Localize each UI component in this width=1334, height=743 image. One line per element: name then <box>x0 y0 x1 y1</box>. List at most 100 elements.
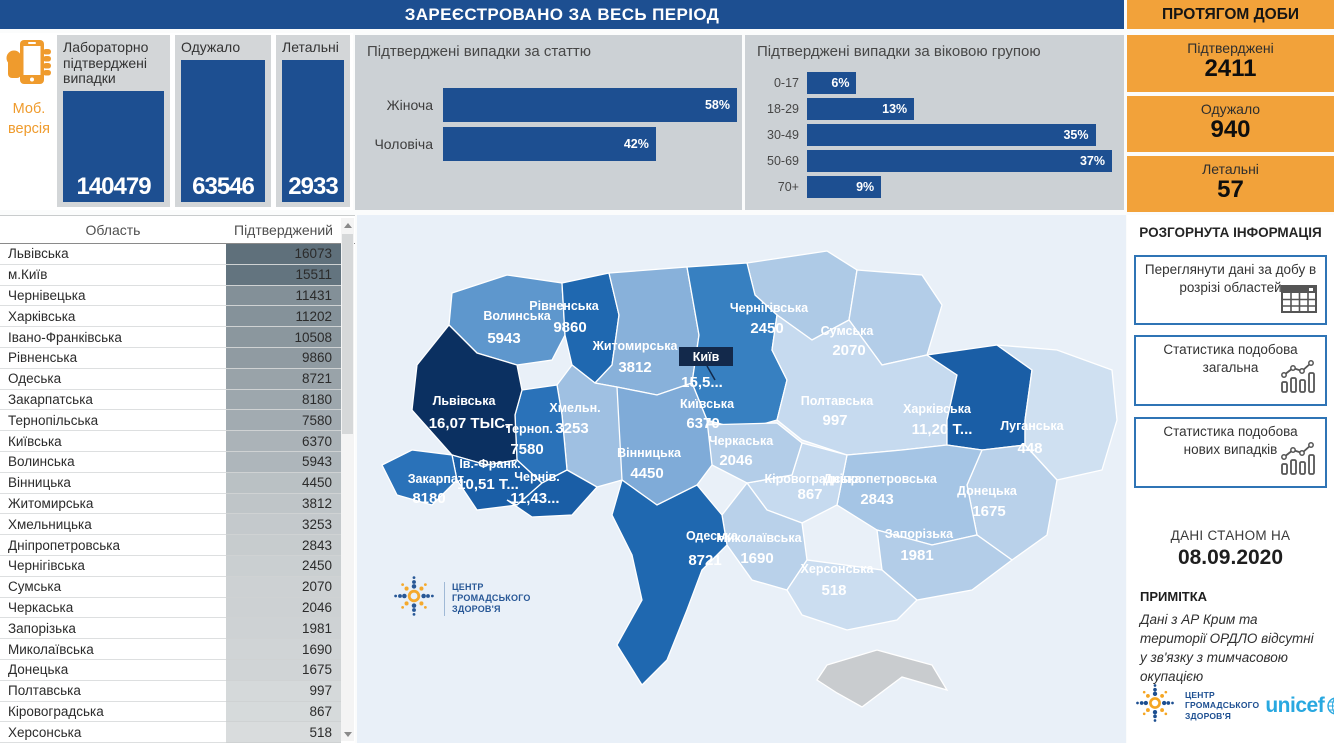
map-value-luhansk: 448 <box>1017 440 1042 457</box>
map-label-vinnytsia: Вінницька <box>617 446 682 460</box>
note-title: ПРИМІТКА <box>1140 589 1208 604</box>
daily-card-deaths: Летальні 57 <box>1127 156 1334 212</box>
table-row-Івано-Франківська[interactable]: Івано-Франківська 10508 <box>0 327 355 348</box>
map-label-rivne: Рівненська <box>529 299 599 313</box>
map-value-kharkiv: 11,20 Т... <box>912 421 973 438</box>
region-name-cell: м.Київ <box>0 265 226 286</box>
confirmed-value-cell: 11202 <box>226 306 341 328</box>
table-row-Чернівецька[interactable]: Чернівецька 11431 <box>0 285 355 307</box>
table-row-Запорізька[interactable]: Запорізька 1981 <box>0 618 355 640</box>
age-bar-50-69[interactable]: 37% <box>807 150 1112 172</box>
table-row-Донецька[interactable]: Донецька 1675 <box>0 659 355 681</box>
map-region-chernivtsi[interactable] <box>506 469 599 518</box>
map-label-kyiv-city: Київ <box>693 350 720 364</box>
table-row-Дніпропетровська[interactable]: Дніпропетровська 2843 <box>0 535 355 556</box>
note-block: ПРИМІТКА Дані з АР Крим та території ОРД… <box>1140 589 1322 687</box>
table-icon <box>1281 285 1317 318</box>
as-of-date: 08.09.2020 <box>1177 546 1284 569</box>
region-name-cell: Житомирська <box>0 494 226 515</box>
map-value-odesa: 8721 <box>688 552 721 569</box>
map-label-ivano_frankivsk: Ів.-Франк. <box>459 457 520 471</box>
column-header-region[interactable]: Область <box>85 221 141 238</box>
table-row-Волинська[interactable]: Волинська 5943 <box>0 451 355 473</box>
scrollbar-thumb[interactable] <box>342 234 353 434</box>
confirmed-value-cell: 5943 <box>226 451 341 473</box>
gender-bar-Чоловіча[interactable]: 42% <box>443 127 656 161</box>
table-row-Київська[interactable]: Київська 6370 <box>0 431 355 452</box>
logo-divider <box>444 581 445 616</box>
table-row-м.Київ[interactable]: м.Київ 15511 <box>0 264 355 286</box>
map-region-kherson[interactable] <box>786 559 918 631</box>
region-table-body: Львівська 16073 м.Київ 15511 Чернівецька 1143… <box>0 244 355 743</box>
confirmed-value-cell: 2843 <box>226 535 341 556</box>
map-label-zhytomyr: Житомирська <box>592 339 679 353</box>
table-row-Рівненська[interactable]: Рівненська 9860 <box>0 347 355 369</box>
table-row-Одеська[interactable]: Одеська 8721 <box>0 368 355 390</box>
confirmed-value-cell: 11431 <box>226 285 341 307</box>
age-bar-30-49[interactable]: 35% <box>807 124 1096 146</box>
region-table-panel: Область Підтверджений Львівська 16073 м.Ки… <box>0 215 355 743</box>
mobile-version-label: Моб. версія <box>8 101 50 137</box>
gender-row: Жіноча 58% <box>367 88 742 122</box>
totals-panel: Моб. версія Лабораторно підтверджені випа… <box>0 33 353 210</box>
region-name-cell: Дніпропетровська <box>0 535 226 556</box>
map-value-chernivtsi: 11,43... <box>510 490 559 507</box>
region-name-cell: Вінницька <box>0 473 226 494</box>
age-category-label: 0-17 <box>773 76 799 90</box>
scroll-down-arrow[interactable] <box>341 727 354 741</box>
map-label-kirovohrad: Кіровоградська <box>765 472 863 486</box>
daily-deaths-label: Летальні <box>1202 161 1259 177</box>
age-bar-18-29[interactable]: 13% <box>807 98 915 120</box>
phc-logo-text: ЦЕНТР ГРОМАДСЬКОГО ЗДОРОВ'Я <box>452 581 531 615</box>
table-row-Черкаська[interactable]: Черкаська 2046 <box>0 597 355 619</box>
scroll-up-arrow[interactable] <box>341 218 354 232</box>
table-row-Харківська[interactable]: Харківська 11202 <box>0 306 355 328</box>
table-row-Полтавська[interactable]: Полтавська 997 <box>0 680 355 702</box>
age-bar-0-17[interactable]: 6% <box>807 72 857 94</box>
region-name-cell: Чернівецька <box>0 286 226 307</box>
table-row-Миколаївська[interactable]: Миколаївська 1690 <box>0 639 355 660</box>
map-value-kherson: 518 <box>821 582 846 599</box>
map-label-kharkiv: Харківська <box>903 402 972 416</box>
table-scrollbar[interactable] <box>341 218 354 741</box>
age-bar-value: 6% <box>831 76 850 90</box>
gender-row: Чоловіча 42% <box>367 127 742 161</box>
gender-bar-value: 58% <box>704 98 730 112</box>
button-daily-by-region[interactable]: Переглянути дані за добу в розрізі облас… <box>1134 255 1327 325</box>
button-daily-stats-new[interactable]: Статистика подобова нових випадків <box>1134 417 1327 488</box>
table-row-Сумська[interactable]: Сумська 2070 <box>0 576 355 598</box>
table-row-Чернігівська[interactable]: Чернігівська 2450 <box>0 555 355 577</box>
map-value-dnipro: 2843 <box>860 491 893 508</box>
table-row-Херсонська[interactable]: Херсонська 518 <box>0 722 355 743</box>
map-value-kirovohrad: 867 <box>797 486 822 503</box>
map-region-lviv[interactable] <box>411 324 523 466</box>
region-table-header[interactable]: Область Підтверджений <box>0 216 355 244</box>
table-row-Закарпатська[interactable]: Закарпатська 8180 <box>0 389 355 411</box>
column-header-confirmed[interactable]: Підтверджений <box>234 221 333 238</box>
age-chart-title: Підтверджені випадки за віковою групою <box>757 43 1041 60</box>
table-row-Кіровоградська[interactable]: Кіровоградська 867 <box>0 701 355 723</box>
map-region-kyiv-city-box[interactable] <box>679 347 733 366</box>
card-recovered-total-value: 63546 <box>192 173 255 200</box>
gender-track: 42% <box>443 127 737 161</box>
table-row-Тернопільська[interactable]: Тернопільська 7580 <box>0 410 355 432</box>
table-row-Вінницька[interactable]: Вінницька 4450 <box>0 472 355 494</box>
age-category-label: 50-69 <box>767 154 799 168</box>
map-region-zakarpattia[interactable] <box>381 449 458 506</box>
table-row-Житомирська[interactable]: Житомирська 3812 <box>0 493 355 515</box>
region-name-cell: Херсонська <box>0 722 226 743</box>
age-bar-70+[interactable]: 9% <box>807 176 882 198</box>
map-value-lviv: 16,07 ТЫС. <box>429 415 510 432</box>
table-row-Хмельницька[interactable]: Хмельницька 3253 <box>0 514 355 536</box>
daily-recovered-label: Одужало <box>1200 101 1261 117</box>
confirmed-value-cell: 1690 <box>226 639 341 660</box>
daily-confirmed-value: 2411 <box>1204 55 1257 82</box>
table-row-Львівська[interactable]: Львівська 16073 <box>0 244 355 265</box>
gender-bar-Жіноча[interactable]: 58% <box>443 88 737 122</box>
mobile-version-link[interactable]: Моб. версія <box>2 37 56 139</box>
footer-logos: ЦЕНТР ГРОМАДСЬКОГО ЗДОРОВ'Я unicef <box>1135 683 1334 728</box>
map-region-odesa[interactable] <box>611 478 728 687</box>
info-section-title: РОЗГОРНУТА ІНФОРМАЦІЯ <box>1139 225 1322 240</box>
button-daily-stats-total[interactable]: Статистика подобова загальна <box>1134 335 1327 406</box>
region-name-cell: Київська <box>0 431 226 452</box>
